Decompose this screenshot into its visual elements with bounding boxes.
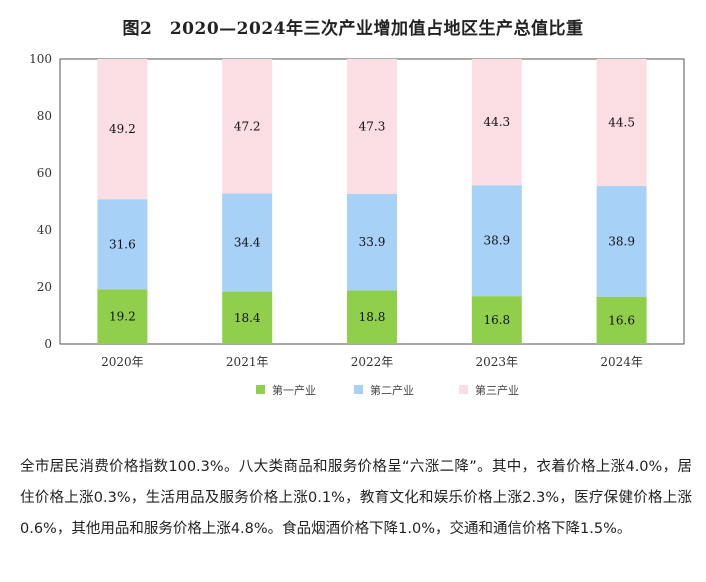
x-tick-label: 2023年 bbox=[476, 355, 519, 369]
y-tick-label: 0 bbox=[44, 337, 52, 351]
data-label: 18.4 bbox=[234, 311, 261, 325]
legend-label: 第二产业 bbox=[370, 383, 414, 397]
data-label: 18.8 bbox=[359, 310, 386, 324]
legend-label: 第三产业 bbox=[475, 383, 519, 397]
y-tick-label: 20 bbox=[37, 280, 52, 294]
x-tick-label: 2024年 bbox=[600, 355, 643, 369]
data-label: 19.2 bbox=[109, 310, 136, 324]
bar-segment bbox=[596, 296, 647, 344]
chart-title: 图2 2020—2024年三次产业增加值占地区生产总值比重 bbox=[122, 19, 584, 39]
data-label: 47.3 bbox=[359, 119, 386, 133]
bar-segment bbox=[222, 59, 273, 194]
bar-segment bbox=[222, 291, 273, 344]
data-label: 38.9 bbox=[608, 234, 635, 248]
bar-segment bbox=[97, 289, 148, 344]
x-tick-label: 2021年 bbox=[226, 355, 269, 369]
data-label: 16.8 bbox=[483, 313, 510, 327]
legend-swatch bbox=[459, 385, 468, 394]
bar-segment bbox=[347, 290, 397, 344]
data-label: 16.6 bbox=[608, 313, 635, 327]
data-label: 34.4 bbox=[234, 236, 261, 250]
bar-segment bbox=[347, 59, 397, 194]
bar-segment bbox=[347, 193, 397, 291]
bar-segment bbox=[97, 199, 148, 290]
y-tick-label: 100 bbox=[29, 52, 52, 66]
x-tick-label: 2022年 bbox=[351, 355, 394, 369]
bar-segment bbox=[97, 59, 148, 200]
data-label: 44.3 bbox=[483, 115, 510, 129]
stacked-bar-chart: 0 20 40 60 80 100 19.2 31.6 49.2 18.4 34.4 47.2 18.… bbox=[29, 52, 685, 397]
x-tick-label: 2020年 bbox=[101, 355, 144, 369]
bar-segment bbox=[471, 185, 522, 297]
legend-label: 第一产业 bbox=[272, 383, 316, 397]
y-tick-label: 60 bbox=[37, 166, 52, 180]
bar-segment bbox=[471, 296, 522, 344]
legend-swatch bbox=[256, 385, 265, 394]
y-tick-label: 40 bbox=[37, 223, 52, 237]
summary-paragraph: 全市居民消费价格指数100.3%。八大类商品和服务价格呈“六涨二降”。其中，衣着… bbox=[20, 459, 692, 537]
bar-segment bbox=[596, 185, 647, 297]
data-label: 33.9 bbox=[359, 235, 386, 249]
bar-segment bbox=[222, 193, 273, 292]
y-tick-label: 80 bbox=[37, 109, 52, 123]
data-label: 38.9 bbox=[483, 234, 510, 248]
data-label: 47.2 bbox=[234, 119, 261, 133]
data-label: 49.2 bbox=[109, 122, 136, 136]
legend-swatch bbox=[354, 385, 363, 394]
bar-segment bbox=[471, 59, 522, 186]
data-label: 44.5 bbox=[608, 115, 635, 129]
bar-segment bbox=[596, 59, 647, 186]
data-label: 31.6 bbox=[109, 237, 136, 251]
